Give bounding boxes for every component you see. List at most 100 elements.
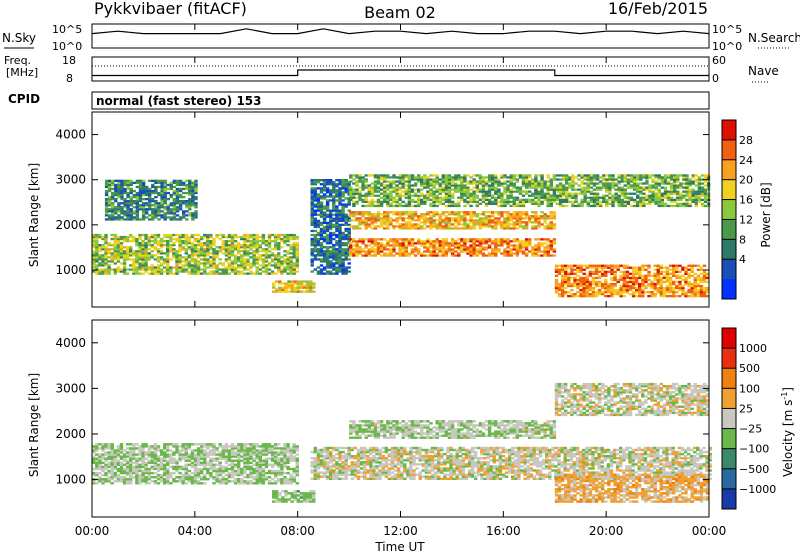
power-cell	[212, 266, 216, 269]
power-cell	[160, 200, 164, 203]
power-cell	[175, 189, 180, 193]
power-cell	[107, 214, 112, 217]
power-cell	[628, 276, 633, 280]
power-cell	[379, 246, 384, 249]
power-cell	[401, 211, 405, 214]
power-cell	[494, 221, 498, 224]
power-cell	[392, 246, 396, 249]
power-cell	[319, 187, 324, 190]
power-cell	[481, 242, 486, 245]
power-cell	[583, 192, 587, 195]
power-cell	[429, 184, 433, 187]
power-cell	[169, 248, 173, 251]
power-cell	[332, 217, 336, 220]
power-cell	[610, 288, 614, 292]
power-cell	[194, 196, 198, 199]
power-cell	[344, 266, 348, 269]
power-cell	[423, 223, 427, 226]
power-cell	[138, 246, 142, 249]
power-cell	[230, 270, 235, 273]
power-cell	[341, 181, 345, 184]
power-cell	[441, 238, 445, 241]
power-cell	[379, 250, 384, 253]
power-cell	[203, 260, 207, 263]
power-cell	[125, 254, 130, 257]
power-cell	[92, 260, 96, 263]
power-cell	[358, 211, 362, 214]
power-cell	[175, 272, 179, 275]
power-cell	[531, 198, 535, 201]
power-cell	[552, 215, 557, 218]
power-cell	[316, 209, 321, 212]
power-cell	[509, 217, 513, 220]
power-cell	[227, 266, 232, 269]
velocity-cell	[95, 445, 99, 448]
power-cell	[491, 178, 495, 181]
power-cell	[292, 233, 296, 237]
power-cell	[200, 262, 204, 265]
power-cell	[420, 194, 424, 197]
power-cell	[379, 192, 384, 195]
power-cell	[215, 233, 219, 237]
power-cell	[184, 233, 188, 237]
power-cell	[597, 284, 602, 288]
power-cell	[579, 278, 583, 282]
power-cell	[206, 240, 210, 243]
power-cell	[432, 211, 436, 214]
power-cell	[352, 225, 356, 228]
power-cell	[691, 190, 695, 193]
power-cell	[518, 219, 523, 222]
power-cell	[435, 196, 439, 199]
power-cell	[475, 252, 479, 255]
power-cell	[610, 276, 614, 280]
power-cell	[631, 293, 636, 296]
power-cell	[447, 198, 452, 201]
power-cell	[641, 280, 645, 284]
power-cell	[635, 288, 639, 292]
power-cell	[509, 204, 513, 208]
power-cell	[534, 192, 538, 195]
power-cell	[534, 252, 538, 255]
power-cell	[370, 246, 375, 249]
power-cell	[295, 270, 299, 273]
power-cell	[398, 176, 402, 179]
power-cell	[383, 215, 387, 218]
power-cell	[475, 188, 479, 191]
power-cell	[684, 278, 688, 282]
power-cell	[494, 219, 498, 222]
power-cell	[163, 179, 167, 182]
power-cell	[101, 262, 105, 265]
power-cell	[272, 282, 276, 285]
power-cell	[172, 208, 177, 211]
power-cell	[469, 238, 473, 241]
power-cell	[611, 198, 615, 201]
power-cell	[469, 250, 473, 253]
power-cell	[441, 227, 445, 230]
power-cell	[687, 280, 691, 284]
power-cell	[413, 200, 418, 203]
power-cell	[407, 188, 412, 191]
power-cell	[537, 196, 541, 199]
power-cell	[138, 252, 142, 255]
power-cell	[332, 231, 336, 235]
power-cell	[441, 248, 445, 251]
power-cell	[335, 229, 339, 233]
power-cell	[641, 274, 645, 277]
power-cell	[613, 278, 617, 282]
power-cell	[150, 254, 154, 257]
power-cell	[310, 221, 314, 224]
power-cell	[475, 244, 479, 247]
power-cell	[160, 198, 164, 201]
power-cell	[147, 252, 151, 255]
power-cell	[558, 178, 563, 181]
power-cell	[274, 266, 278, 269]
power-cell	[494, 176, 498, 179]
power-cell	[401, 190, 405, 193]
power-cell	[494, 225, 498, 228]
power-cell	[125, 272, 130, 275]
power-cell	[188, 206, 192, 209]
power-cell	[642, 200, 646, 203]
power-cell	[364, 252, 368, 255]
power-cell	[364, 227, 368, 230]
power-cell	[571, 178, 575, 181]
